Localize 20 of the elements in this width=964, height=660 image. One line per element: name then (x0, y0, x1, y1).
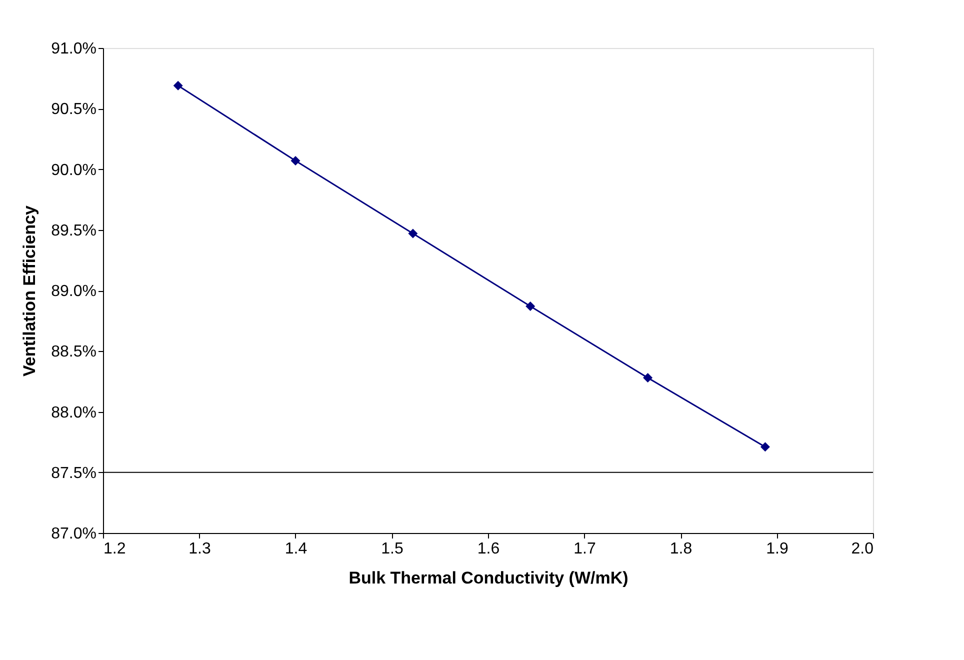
y-tick-label: 89.0% (51, 283, 96, 300)
y-tick-label: 87.0% (51, 526, 96, 542)
y-tick-label: 90.5% (51, 101, 96, 118)
y-tick-label: 87.5% (51, 464, 96, 482)
y-tick-label: 89.5% (51, 222, 96, 240)
y-tick-label: 91.0% (51, 40, 96, 58)
x-tick-label: 1.9 (766, 540, 788, 558)
y-axis-title: Ventilation Efficiency (20, 204, 40, 376)
x-tick-label: 1.6 (477, 540, 500, 558)
x-tick-label: 1.7 (574, 540, 596, 558)
x-tick-label: 1.5 (381, 540, 404, 558)
y-tick-label: 88.0% (51, 404, 96, 422)
x-tick-label: 2.0 (851, 540, 874, 558)
x-tick-label: 1.4 (284, 540, 308, 558)
y-tick-label: 88.5% (51, 344, 96, 361)
x-axis-title: Bulk Thermal Conductivity (W/mK) (348, 568, 628, 588)
x-tick-label: 1.8 (670, 540, 692, 558)
y-tick-label: 90.0% (51, 162, 96, 179)
x-tick-label: 1.2 (104, 540, 126, 558)
x-tick-label: 1.3 (188, 540, 211, 558)
